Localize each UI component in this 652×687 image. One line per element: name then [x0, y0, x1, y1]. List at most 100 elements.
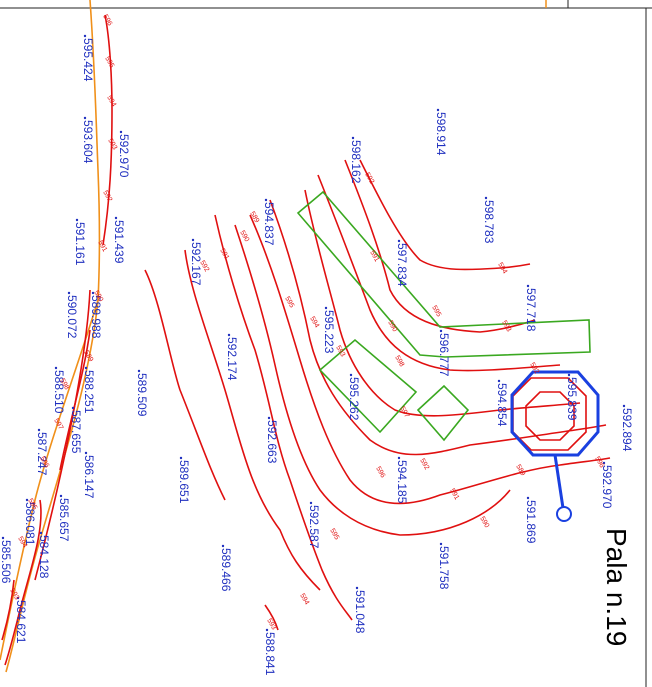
- spot-height-label: 585.506: [0, 540, 13, 584]
- spot-height-label: 584.621: [14, 600, 28, 644]
- spot-height-dot: [83, 34, 87, 38]
- contour-label: 593: [500, 320, 512, 334]
- spot-height-label: 585.657: [57, 498, 71, 542]
- spot-height-label: 596.777: [437, 333, 451, 377]
- contour-label: 596: [374, 466, 386, 480]
- contour-lines: [1, 14, 611, 666]
- contour-label: 589: [82, 350, 94, 364]
- spot-height-dot: [497, 379, 501, 383]
- spot-height-dot: [309, 501, 313, 505]
- spot-height-label: 584.128: [37, 535, 51, 579]
- spot-height-dot: [83, 116, 87, 120]
- spot-height-label: 588.510: [52, 370, 66, 414]
- spot-height-dot: [67, 291, 71, 295]
- contour-label: 596: [101, 14, 113, 28]
- plan-title: Pala n.19: [601, 528, 632, 646]
- contour-label: 594: [496, 262, 508, 276]
- contour-label: 597: [398, 406, 410, 420]
- spot-height-label: 594.185: [395, 460, 409, 504]
- spot-height-label: 595.424: [81, 38, 95, 82]
- contour-label: 592: [363, 172, 375, 186]
- spot-height-label: 589.988: [89, 295, 103, 339]
- spot-height-dot: [526, 496, 530, 500]
- spot-height-dot: [114, 216, 118, 220]
- spot-height-label: 590.072: [65, 295, 79, 339]
- contour-label: 597: [52, 418, 64, 432]
- contour-label: 596: [593, 456, 605, 470]
- contour-label: 595: [430, 305, 442, 319]
- spot-height-dot: [39, 531, 43, 535]
- spot-height-dot: [622, 404, 626, 408]
- contour-label: 593: [265, 618, 277, 632]
- contour-label: 594: [16, 536, 28, 550]
- spot-height-dot: [227, 333, 231, 337]
- spot-height-label: 595.262: [347, 377, 361, 421]
- spot-height-dot: [119, 130, 123, 134]
- spot-height-dot: [221, 544, 225, 548]
- contour-label: 598: [393, 355, 405, 369]
- spot-height-label: 592.587: [307, 505, 321, 549]
- spot-height-dot: [397, 456, 401, 460]
- contour-label: 590: [386, 320, 398, 334]
- spot-height-dot: [59, 494, 63, 498]
- spot-height-dot: [37, 428, 41, 432]
- spot-height-dot: [84, 366, 88, 370]
- spot-height-dot: [526, 284, 530, 288]
- contour-label: 595: [103, 56, 115, 70]
- contour-label: 591: [96, 240, 108, 254]
- spot-height-dot: [179, 456, 183, 460]
- contour-label: 593: [106, 138, 118, 152]
- spot-height-label: 589.651: [177, 460, 191, 504]
- spot-height-dot: [349, 373, 353, 377]
- contour-label: 595: [283, 296, 295, 310]
- spot-height-label: 588.251: [82, 370, 96, 414]
- contour-label: 594: [298, 593, 310, 607]
- spot-height-dot: [265, 628, 269, 632]
- contour-label: 595: [328, 528, 340, 542]
- contour-label: 589: [514, 464, 526, 478]
- spot-height-dot: [267, 416, 271, 420]
- spot-height-label: 592.174: [225, 337, 239, 381]
- spot-height-dot: [75, 218, 79, 222]
- spot-height-dot: [191, 238, 195, 242]
- contour-label: 593: [334, 345, 346, 359]
- spot-height-dot: [436, 108, 440, 112]
- contour-label: 592: [528, 362, 540, 376]
- contour-label: 595: [26, 498, 38, 512]
- contour-label: 598: [58, 378, 70, 392]
- contour-label: 590: [92, 290, 104, 304]
- spot-height-dot: [439, 542, 443, 546]
- spot-height-label: 592.970: [117, 134, 131, 178]
- spot-height-dot: [71, 406, 75, 410]
- spot-height-label: 592.167: [189, 242, 203, 286]
- spot-height-label: 591.758: [437, 546, 451, 590]
- spot-height-dot: [16, 596, 20, 600]
- contour-label: 593: [8, 588, 20, 602]
- spot-height-dot: [355, 586, 359, 590]
- spot-height-label: 597.718: [524, 288, 538, 332]
- contour-label: 589: [248, 211, 260, 225]
- spot-height-label: 588.841: [263, 632, 277, 676]
- contour-label: 591: [368, 250, 380, 264]
- spot-height-label: 593.604: [81, 120, 95, 164]
- spot-height-dot: [397, 239, 401, 243]
- contour-labels: 5965955945935925915905895985975965955945…: [8, 14, 605, 632]
- contour-label: 590: [238, 230, 250, 244]
- spot-height-label: 587.247: [35, 432, 49, 476]
- spot-height-dot: [351, 136, 355, 140]
- contour-label: 592: [101, 190, 113, 204]
- spot-height-label: 598.783: [482, 200, 496, 244]
- contour-label: 594: [105, 95, 117, 109]
- contour-label: 594: [308, 316, 320, 330]
- contour-label: 591: [218, 248, 230, 262]
- spot-height-label: 586.081: [23, 502, 37, 546]
- spot-height-label: 589.466: [219, 548, 233, 592]
- spot-height-label: 594.854: [495, 383, 509, 427]
- spot-height-dot: [324, 306, 328, 310]
- contour-label: 592: [418, 458, 430, 472]
- spot-height-dot: [91, 291, 95, 295]
- spot-height-dot: [54, 366, 58, 370]
- spot-height-label: 598.162: [349, 140, 363, 184]
- contour-label: 591: [448, 488, 460, 502]
- contour-label: 596: [38, 456, 50, 470]
